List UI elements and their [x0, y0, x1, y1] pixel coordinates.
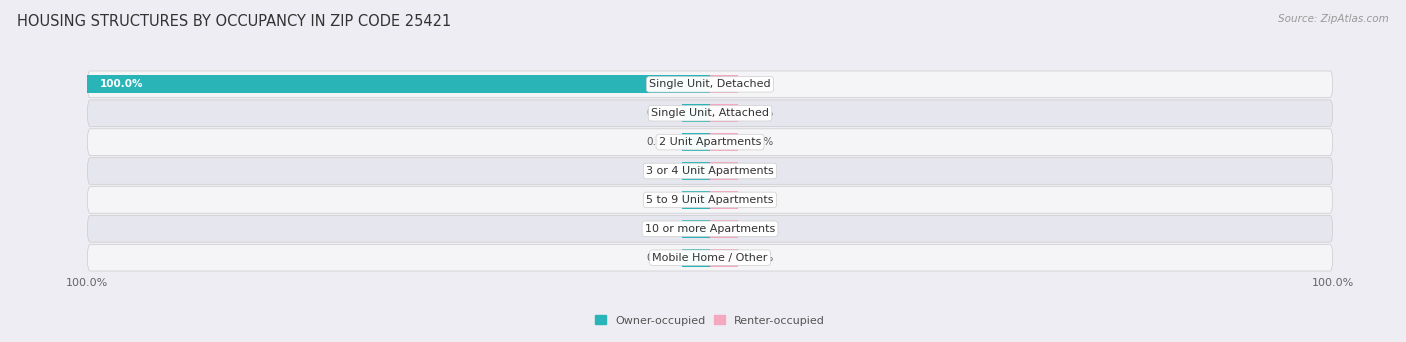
Text: 0.0%: 0.0% — [748, 224, 773, 234]
Text: 0.0%: 0.0% — [748, 166, 773, 176]
FancyBboxPatch shape — [87, 100, 1333, 127]
FancyBboxPatch shape — [87, 215, 1333, 242]
Text: HOUSING STRUCTURES BY OCCUPANCY IN ZIP CODE 25421: HOUSING STRUCTURES BY OCCUPANCY IN ZIP C… — [17, 14, 451, 29]
Bar — [710, 133, 738, 151]
Bar — [710, 220, 738, 238]
Text: 0.0%: 0.0% — [647, 108, 672, 118]
Text: 0.0%: 0.0% — [647, 195, 672, 205]
Bar — [710, 104, 738, 122]
Bar — [682, 104, 710, 122]
Bar — [710, 249, 738, 267]
Text: 10 or more Apartments: 10 or more Apartments — [645, 224, 775, 234]
Bar — [710, 191, 738, 209]
Text: 0.0%: 0.0% — [748, 108, 773, 118]
Text: 3 or 4 Unit Apartments: 3 or 4 Unit Apartments — [647, 166, 773, 176]
FancyBboxPatch shape — [87, 245, 1333, 271]
FancyBboxPatch shape — [87, 187, 1333, 213]
Legend: Owner-occupied, Renter-occupied: Owner-occupied, Renter-occupied — [595, 315, 825, 326]
Text: Single Unit, Attached: Single Unit, Attached — [651, 108, 769, 118]
Text: 0.0%: 0.0% — [748, 195, 773, 205]
Text: 0.0%: 0.0% — [748, 253, 773, 263]
Text: 0.0%: 0.0% — [748, 79, 773, 89]
Text: 100.0%: 100.0% — [100, 79, 143, 89]
FancyBboxPatch shape — [87, 129, 1333, 155]
Bar — [682, 249, 710, 267]
Text: 0.0%: 0.0% — [647, 166, 672, 176]
FancyBboxPatch shape — [87, 71, 1333, 97]
Bar — [87, 75, 710, 93]
Bar — [682, 220, 710, 238]
Text: 5 to 9 Unit Apartments: 5 to 9 Unit Apartments — [647, 195, 773, 205]
FancyBboxPatch shape — [87, 158, 1333, 184]
Text: 0.0%: 0.0% — [647, 253, 672, 263]
Text: 0.0%: 0.0% — [748, 137, 773, 147]
Text: Source: ZipAtlas.com: Source: ZipAtlas.com — [1278, 14, 1389, 24]
Bar — [710, 75, 738, 93]
Bar — [682, 133, 710, 151]
Text: 0.0%: 0.0% — [647, 137, 672, 147]
Bar — [710, 162, 738, 180]
Text: Mobile Home / Other: Mobile Home / Other — [652, 253, 768, 263]
Bar — [682, 191, 710, 209]
Text: Single Unit, Detached: Single Unit, Detached — [650, 79, 770, 89]
Text: 0.0%: 0.0% — [647, 224, 672, 234]
Text: 2 Unit Apartments: 2 Unit Apartments — [659, 137, 761, 147]
Bar — [682, 162, 710, 180]
